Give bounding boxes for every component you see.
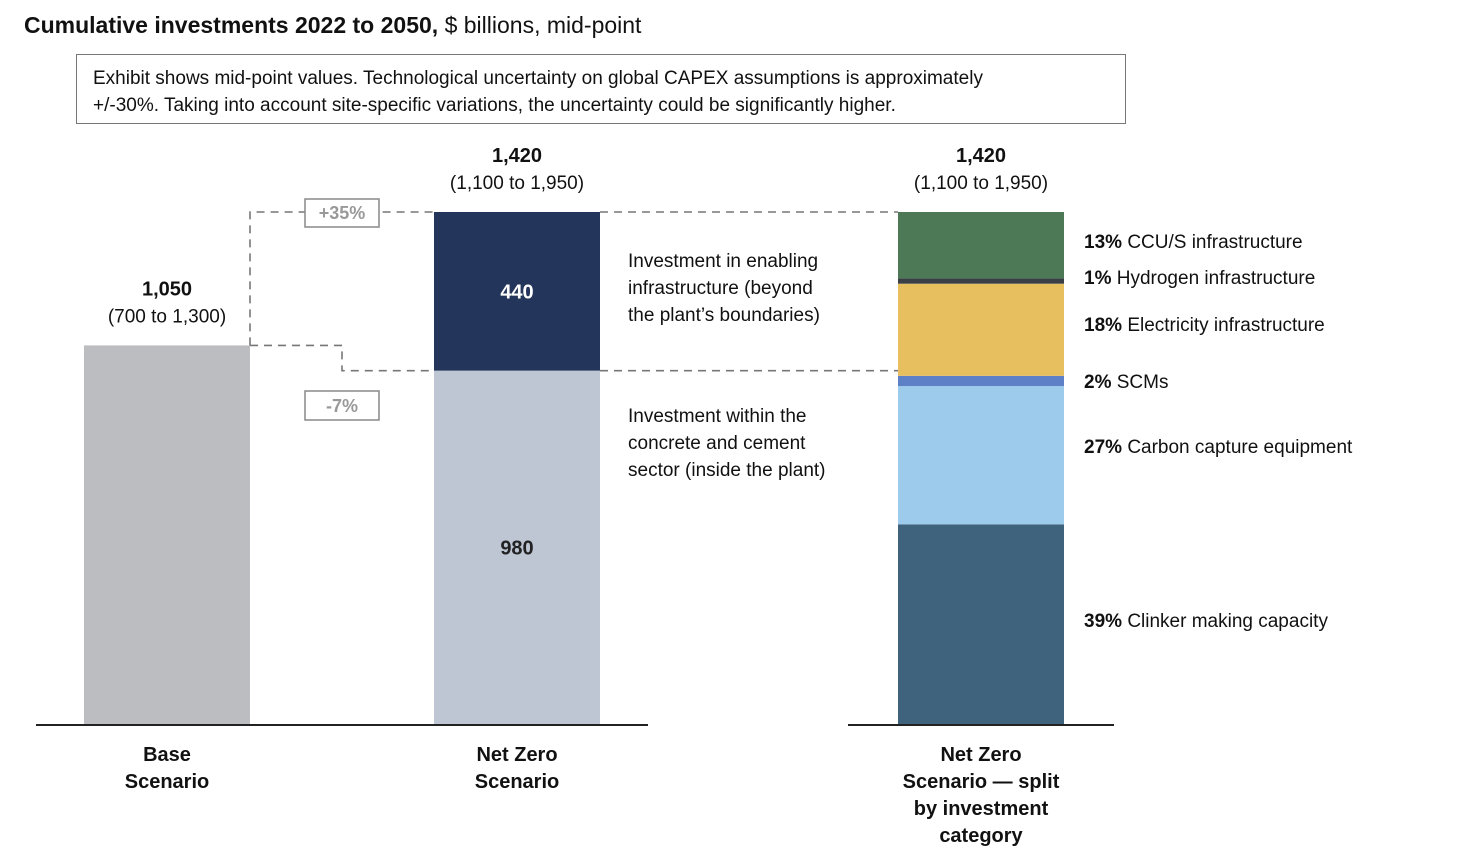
uncertainty-note-line: Exhibit shows mid-point values. Technolo… [93,68,983,89]
bar-range-label: (700 to 1,300) [108,306,226,327]
category-name: CCU/S infrastructure [1127,232,1302,253]
chart-title: Cumulative investments 2022 to 2050, $ b… [24,12,641,39]
bar-segment-clinker [898,524,1064,724]
segment-value-label: 980 [500,537,533,559]
bar-base-scenario [84,345,250,724]
category-label-hydrogen: 1% Hydrogen infrastructure [1084,268,1315,289]
bar-segment-electricity [898,283,1064,376]
bar-segment-carbon_capture [898,386,1064,525]
increase-label: +35% [319,203,366,223]
inside-plant-investment-note: Investment within the [628,406,806,427]
category-axis-label: Scenario [475,771,559,793]
category-name: Clinker making capacity [1127,611,1328,632]
category-label-clinker: 39% Clinker making capacity [1084,611,1328,632]
category-name: Hydrogen infrastructure [1117,268,1316,289]
category-pct: 27% [1084,437,1127,458]
decrease-label: -7% [326,396,358,416]
category-axis-label: Net Zero [940,744,1021,766]
decrease-box [304,390,380,421]
chart-title-bold: Cumulative investments 2022 to 2050, [24,12,439,38]
category-pct: 13% [1084,232,1127,253]
bar-segment-hydrogen [898,278,1064,284]
enabling-investment-note: infrastructure (beyond [628,278,813,299]
uncertainty-note-line: +/-30%. Taking into account site-specifi… [93,95,896,116]
category-label-electricity: 18% Electricity infrastructure [1084,315,1325,336]
bar-total-label: 1,420 [956,145,1006,167]
connector-decrease [250,344,434,372]
category-axis-label: Scenario [125,771,209,793]
bar-segment-scms [898,375,1064,387]
category-axis-label: Scenario — split [903,771,1060,793]
segment-value-label: 440 [500,281,533,303]
category-label-carbon_capture: 27% Carbon capture equipment [1084,437,1353,458]
inside-plant-investment-note: concrete and cement [628,433,806,454]
category-name: Electricity infrastructure [1127,315,1324,336]
enabling-investment-note: the plant’s boundaries) [628,305,820,326]
inside-plant-investment-note: sector (inside the plant) [628,460,826,481]
category-axis-label: Net Zero [476,744,557,766]
category-pct: 18% [1084,315,1127,336]
increase-box [304,198,380,228]
chart-title-unit: $ billions, mid-point [444,12,642,38]
bar-range-label: (1,100 to 1,950) [450,173,584,194]
bar-total-label: 1,050 [142,278,192,300]
category-name: Carbon capture equipment [1127,437,1353,458]
bar-segment-ccus [898,212,1064,279]
category-name: SCMs [1117,372,1169,393]
category-pct: 39% [1084,611,1127,632]
category-pct: 2% [1084,372,1117,393]
uncertainty-note: Exhibit shows mid-point values. Technolo… [76,54,1126,124]
category-axis-label: category [939,825,1023,847]
enabling-investment-note: Investment in enabling [628,251,818,272]
category-axis-label: Base [143,744,191,766]
bar-total-label: 1,420 [492,145,542,167]
bar-segment-inside_plant [434,370,600,724]
bar-segment-enabling [434,212,600,371]
category-pct: 1% [1084,268,1117,289]
category-label-scms: 2% SCMs [1084,372,1168,393]
category-axis-label: by investment [914,798,1049,820]
connector-increase [249,211,434,346]
category-label-ccus: 13% CCU/S infrastructure [1084,232,1303,253]
bar-range-label: (1,100 to 1,950) [914,173,1048,194]
